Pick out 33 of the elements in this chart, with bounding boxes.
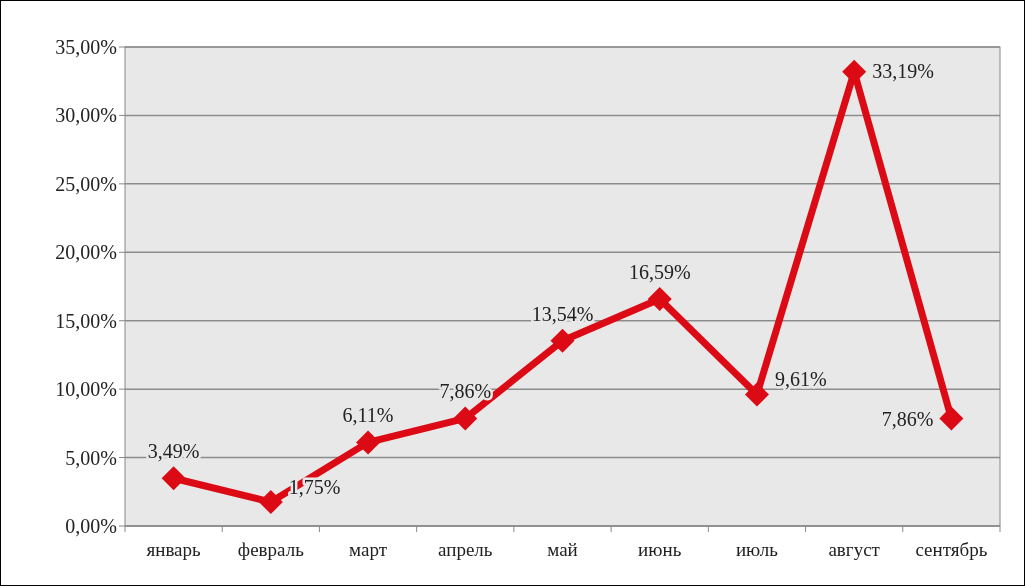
y-tick-label: 0,00% xyxy=(65,515,117,537)
y-tick-label: 35,00% xyxy=(55,36,117,58)
x-tick-label: август xyxy=(828,539,881,560)
data-label: 13,54% xyxy=(531,302,594,325)
data-label: 9,61% xyxy=(774,368,827,391)
y-tick-label: 15,00% xyxy=(55,309,117,332)
data-label: 3,49% xyxy=(147,440,200,463)
x-tick-label: февраль xyxy=(237,539,305,560)
y-tick-label: 30,00% xyxy=(55,104,117,127)
x-tick-label: январь xyxy=(146,539,202,560)
data-label: 6,11% xyxy=(342,404,394,427)
y-tick-label: 5,00% xyxy=(65,446,117,469)
point xyxy=(939,406,964,431)
x-tick-label: июль xyxy=(735,539,779,560)
point xyxy=(453,406,478,431)
data-label: 16,59% xyxy=(628,260,691,283)
data-label: 33,19% xyxy=(872,59,934,82)
point xyxy=(258,490,283,515)
y-tick-label: 25,00% xyxy=(55,172,117,195)
y-tick-label: 20,00% xyxy=(55,241,117,264)
x-tick-label: март xyxy=(349,539,388,560)
x-tick-label: май xyxy=(547,539,578,560)
x-tick-label: июнь xyxy=(638,539,682,560)
y-tick-label: 10,00% xyxy=(55,378,117,401)
point xyxy=(744,382,769,407)
point xyxy=(550,328,575,353)
x-tick-label: апрель xyxy=(438,539,493,560)
point xyxy=(647,286,672,311)
data-label: 7,86% xyxy=(881,408,934,431)
data-label: 7,86% xyxy=(439,380,492,403)
point xyxy=(161,466,186,491)
x-tick-label: сентябрь xyxy=(915,539,988,560)
point xyxy=(356,430,381,455)
